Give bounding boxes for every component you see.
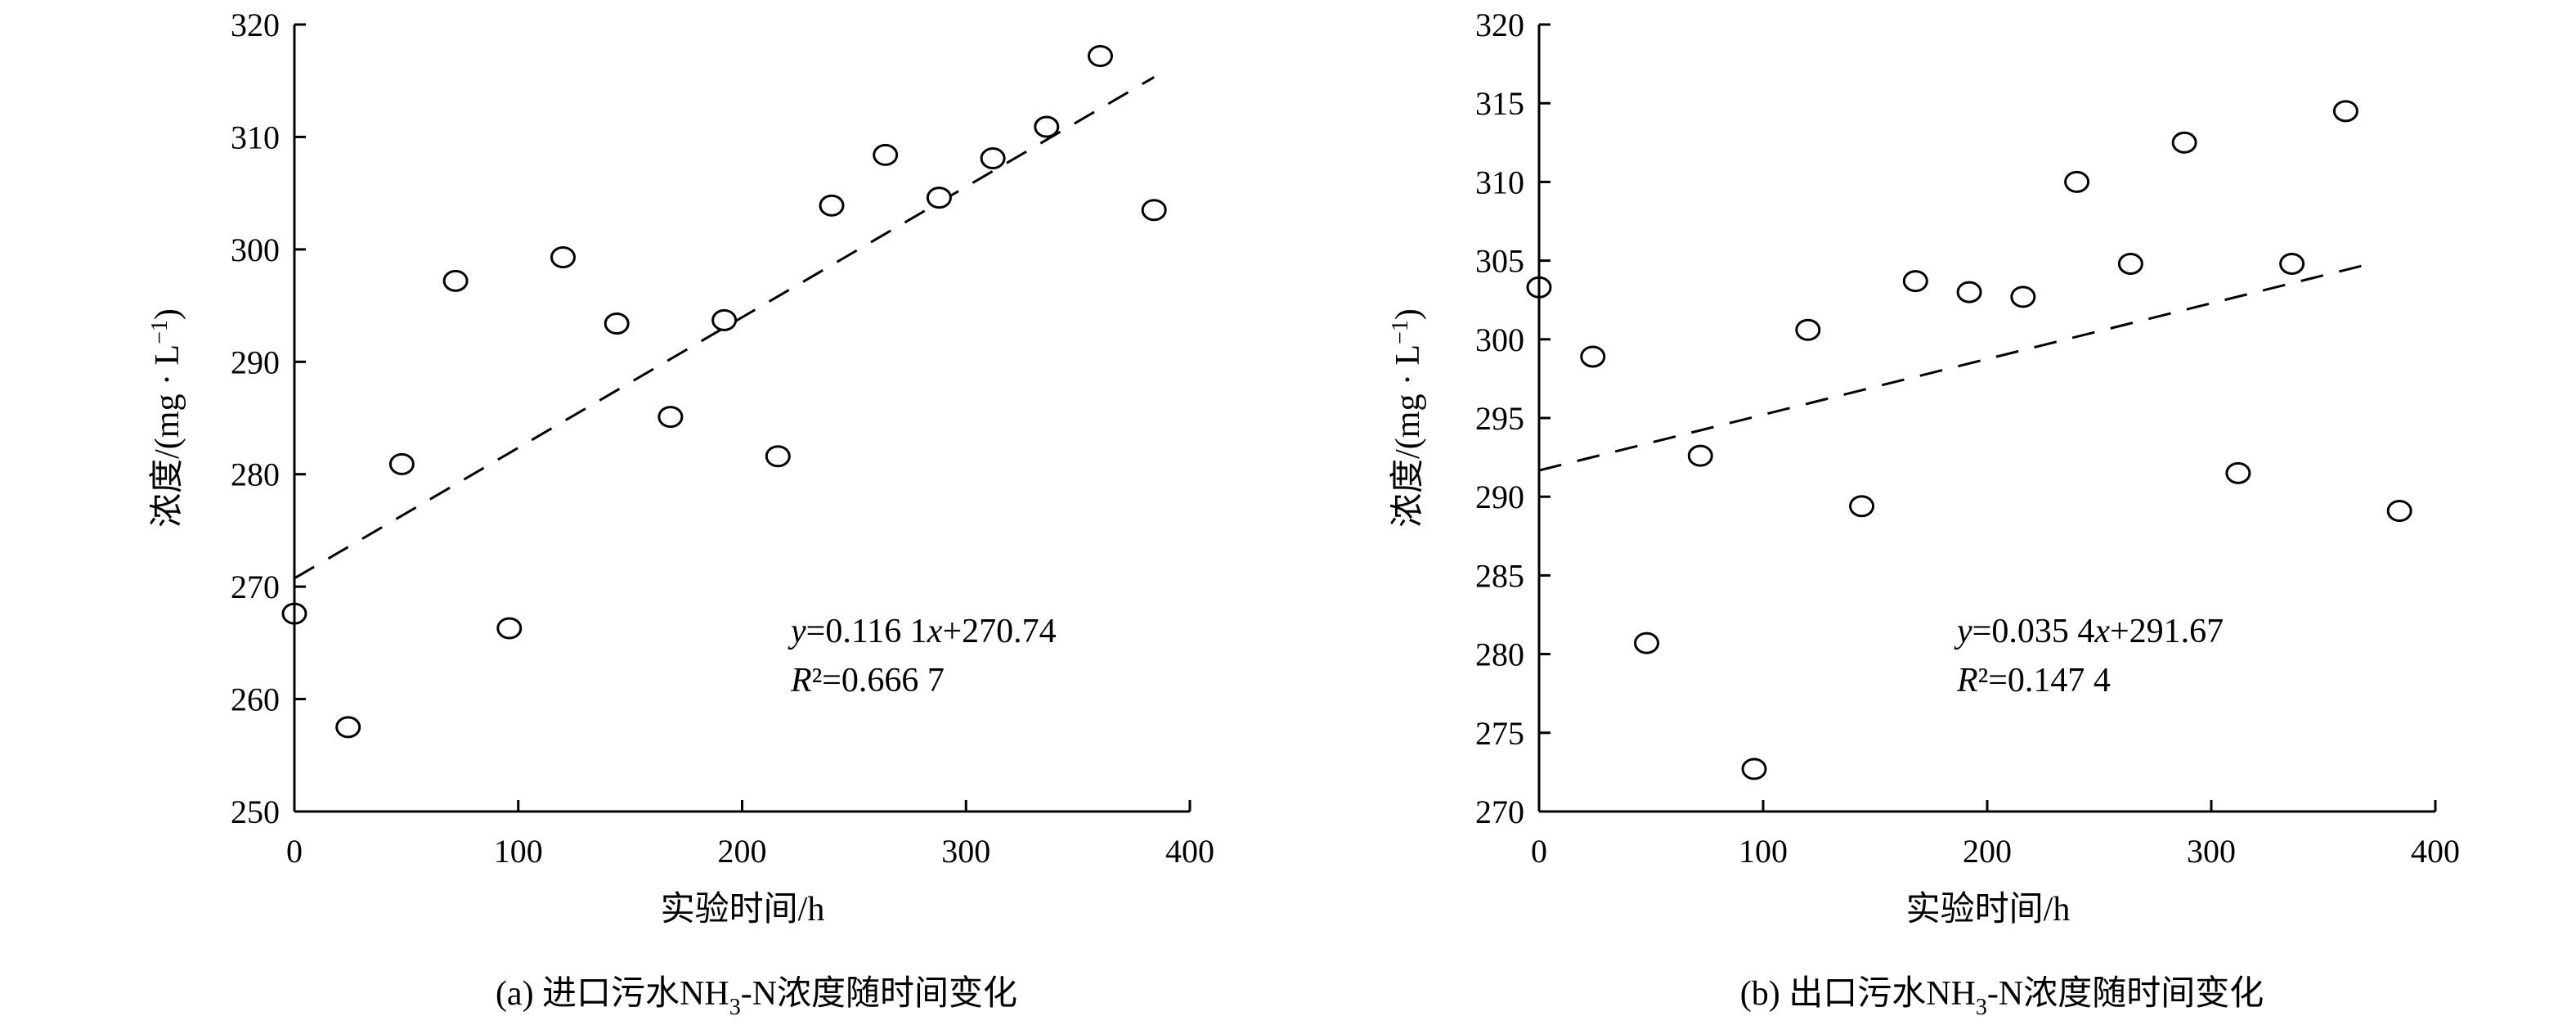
chart-b-x-tick-label: 300 <box>2187 833 2236 870</box>
chart-a-x-tick-label: 400 <box>1165 833 1214 870</box>
chart-b-y-tick-label: 290 <box>1475 479 1524 515</box>
chart-b: 270 275 280 285 290 295 300 305 310 315 320 0 100 200… <box>1388 7 2460 1020</box>
chart-a-data-point <box>496 617 523 640</box>
chart-b-data-point <box>2171 131 2197 154</box>
chart-b-data-point <box>1849 495 1875 518</box>
chart-b-x-tick-label: 100 <box>1739 833 1788 870</box>
chart-b-x-tick-label: 400 <box>2411 833 2460 870</box>
chart-b-data-point <box>1795 318 1821 341</box>
chart-b-data-point <box>1902 270 1928 293</box>
chart-b-y-tick-label: 315 <box>1475 85 1524 122</box>
chart-a-ticks: 250 260 270 280 290 300 310 320 0 100 200 300 400 <box>231 7 1214 870</box>
chart-a-y-tick-label: 270 <box>231 569 280 605</box>
chart-a-x-tick-label: 200 <box>718 833 767 870</box>
chart-b-caption: (b) 出口污水NH3-N浓度随时间变化 <box>1740 974 2264 1020</box>
chart-b-data-point <box>2010 285 2036 308</box>
chart-b-x-axis-title: 实验时间/h <box>1906 890 2071 928</box>
chart-a: 250 260 270 280 290 300 310 320 0 100 200 300 400 实验… <box>147 7 1214 1020</box>
chart-b-trendline <box>1538 262 2373 472</box>
chart-a-y-tick-label: 310 <box>231 119 280 155</box>
chart-b-data-point <box>1687 444 1713 467</box>
chart-b-data-point <box>1634 632 1660 654</box>
chart-a-data-point <box>765 445 791 468</box>
chart-b-data-point <box>2332 100 2358 123</box>
chart-a-data-point <box>926 187 952 209</box>
chart-b-y-tick-label: 270 <box>1475 793 1524 830</box>
chart-b-equation: y=0.035 4x+291.67 <box>1954 613 2224 650</box>
chart-a-y-tick-label: 250 <box>231 793 280 830</box>
chart-b-y-axis-title: 浓度/(mg · L−1) <box>1388 308 1427 528</box>
chart-a-marks <box>281 44 1167 739</box>
chart-a-data-point <box>711 308 738 331</box>
chart-b-data-point <box>2279 252 2305 275</box>
chart-a-data-point <box>335 716 361 739</box>
chart-a-y-tick-label: 280 <box>231 456 280 493</box>
chart-b-x-tick-label: 200 <box>1963 833 2012 870</box>
chart-b-r-squared: R²=0.147 4 <box>1956 662 2111 699</box>
chart-b-data-point <box>1956 281 1982 303</box>
chart-a-data-point <box>550 245 576 268</box>
chart-a-x-tick-label: 300 <box>941 833 990 870</box>
chart-a-x-tick-label: 0 <box>286 833 303 870</box>
chart-a-data-point <box>442 269 469 292</box>
chart-a-x-axis-title: 实验时间/h <box>661 890 825 928</box>
chart-a-caption: (a) 进口污水NH3-N浓度随时间变化 <box>496 974 1017 1020</box>
chart-a-y-tick-label: 320 <box>231 7 280 43</box>
chart-b-data-point <box>2225 461 2251 484</box>
chart-a-r-squared: R²=0.666 7 <box>790 662 945 699</box>
chart-b-y-tick-label: 285 <box>1475 557 1524 594</box>
chart-a-x-tick-label: 100 <box>494 833 543 870</box>
chart-a-y-axis-title: 浓度/(mg · L−1) <box>147 308 186 528</box>
chart-b-data-point <box>1580 345 1606 368</box>
chart-a-data-point <box>980 147 1006 170</box>
chart-a-equation: y=0.116 1x+270.74 <box>788 613 1057 650</box>
chart-b-y-tick-label: 275 <box>1475 715 1524 752</box>
chart-a-data-point <box>604 312 630 335</box>
chart-b-data-point <box>1741 758 1767 780</box>
chart-b-y-tick-label: 310 <box>1475 164 1524 200</box>
chart-a-trendline <box>294 75 1155 580</box>
chart-b-y-tick-label: 305 <box>1475 243 1524 280</box>
chart-b-y-tick-label: 320 <box>1475 7 1524 43</box>
chart-a-data-point <box>1088 44 1113 67</box>
chart-b-data-point <box>2117 252 2143 275</box>
chart-a-y-tick-label: 290 <box>231 344 280 380</box>
chart-b-data-point <box>2386 500 2412 523</box>
chart-a-data-point <box>388 452 415 475</box>
chart-a-y-tick-label: 300 <box>231 232 280 268</box>
chart-a-y-tick-label: 260 <box>231 681 280 718</box>
chart-b-x-tick-label: 0 <box>1531 833 1547 870</box>
chart-b-y-tick-label: 300 <box>1475 321 1524 358</box>
chart-a-data-point <box>657 406 684 429</box>
chart-a-data-point <box>1141 199 1167 222</box>
chart-a-data-point <box>1034 115 1060 138</box>
chart-b-y-tick-label: 295 <box>1475 400 1524 437</box>
chart-a-data-point <box>819 194 845 217</box>
chart-b-marks <box>1526 100 2412 780</box>
chart-b-y-tick-label: 280 <box>1475 636 1524 673</box>
chart-a-data-point <box>873 143 899 166</box>
chart-b-data-point <box>2064 170 2090 193</box>
chart-b-ticks: 270 275 280 285 290 295 300 305 310 315 320 0 100 200… <box>1475 7 2460 870</box>
